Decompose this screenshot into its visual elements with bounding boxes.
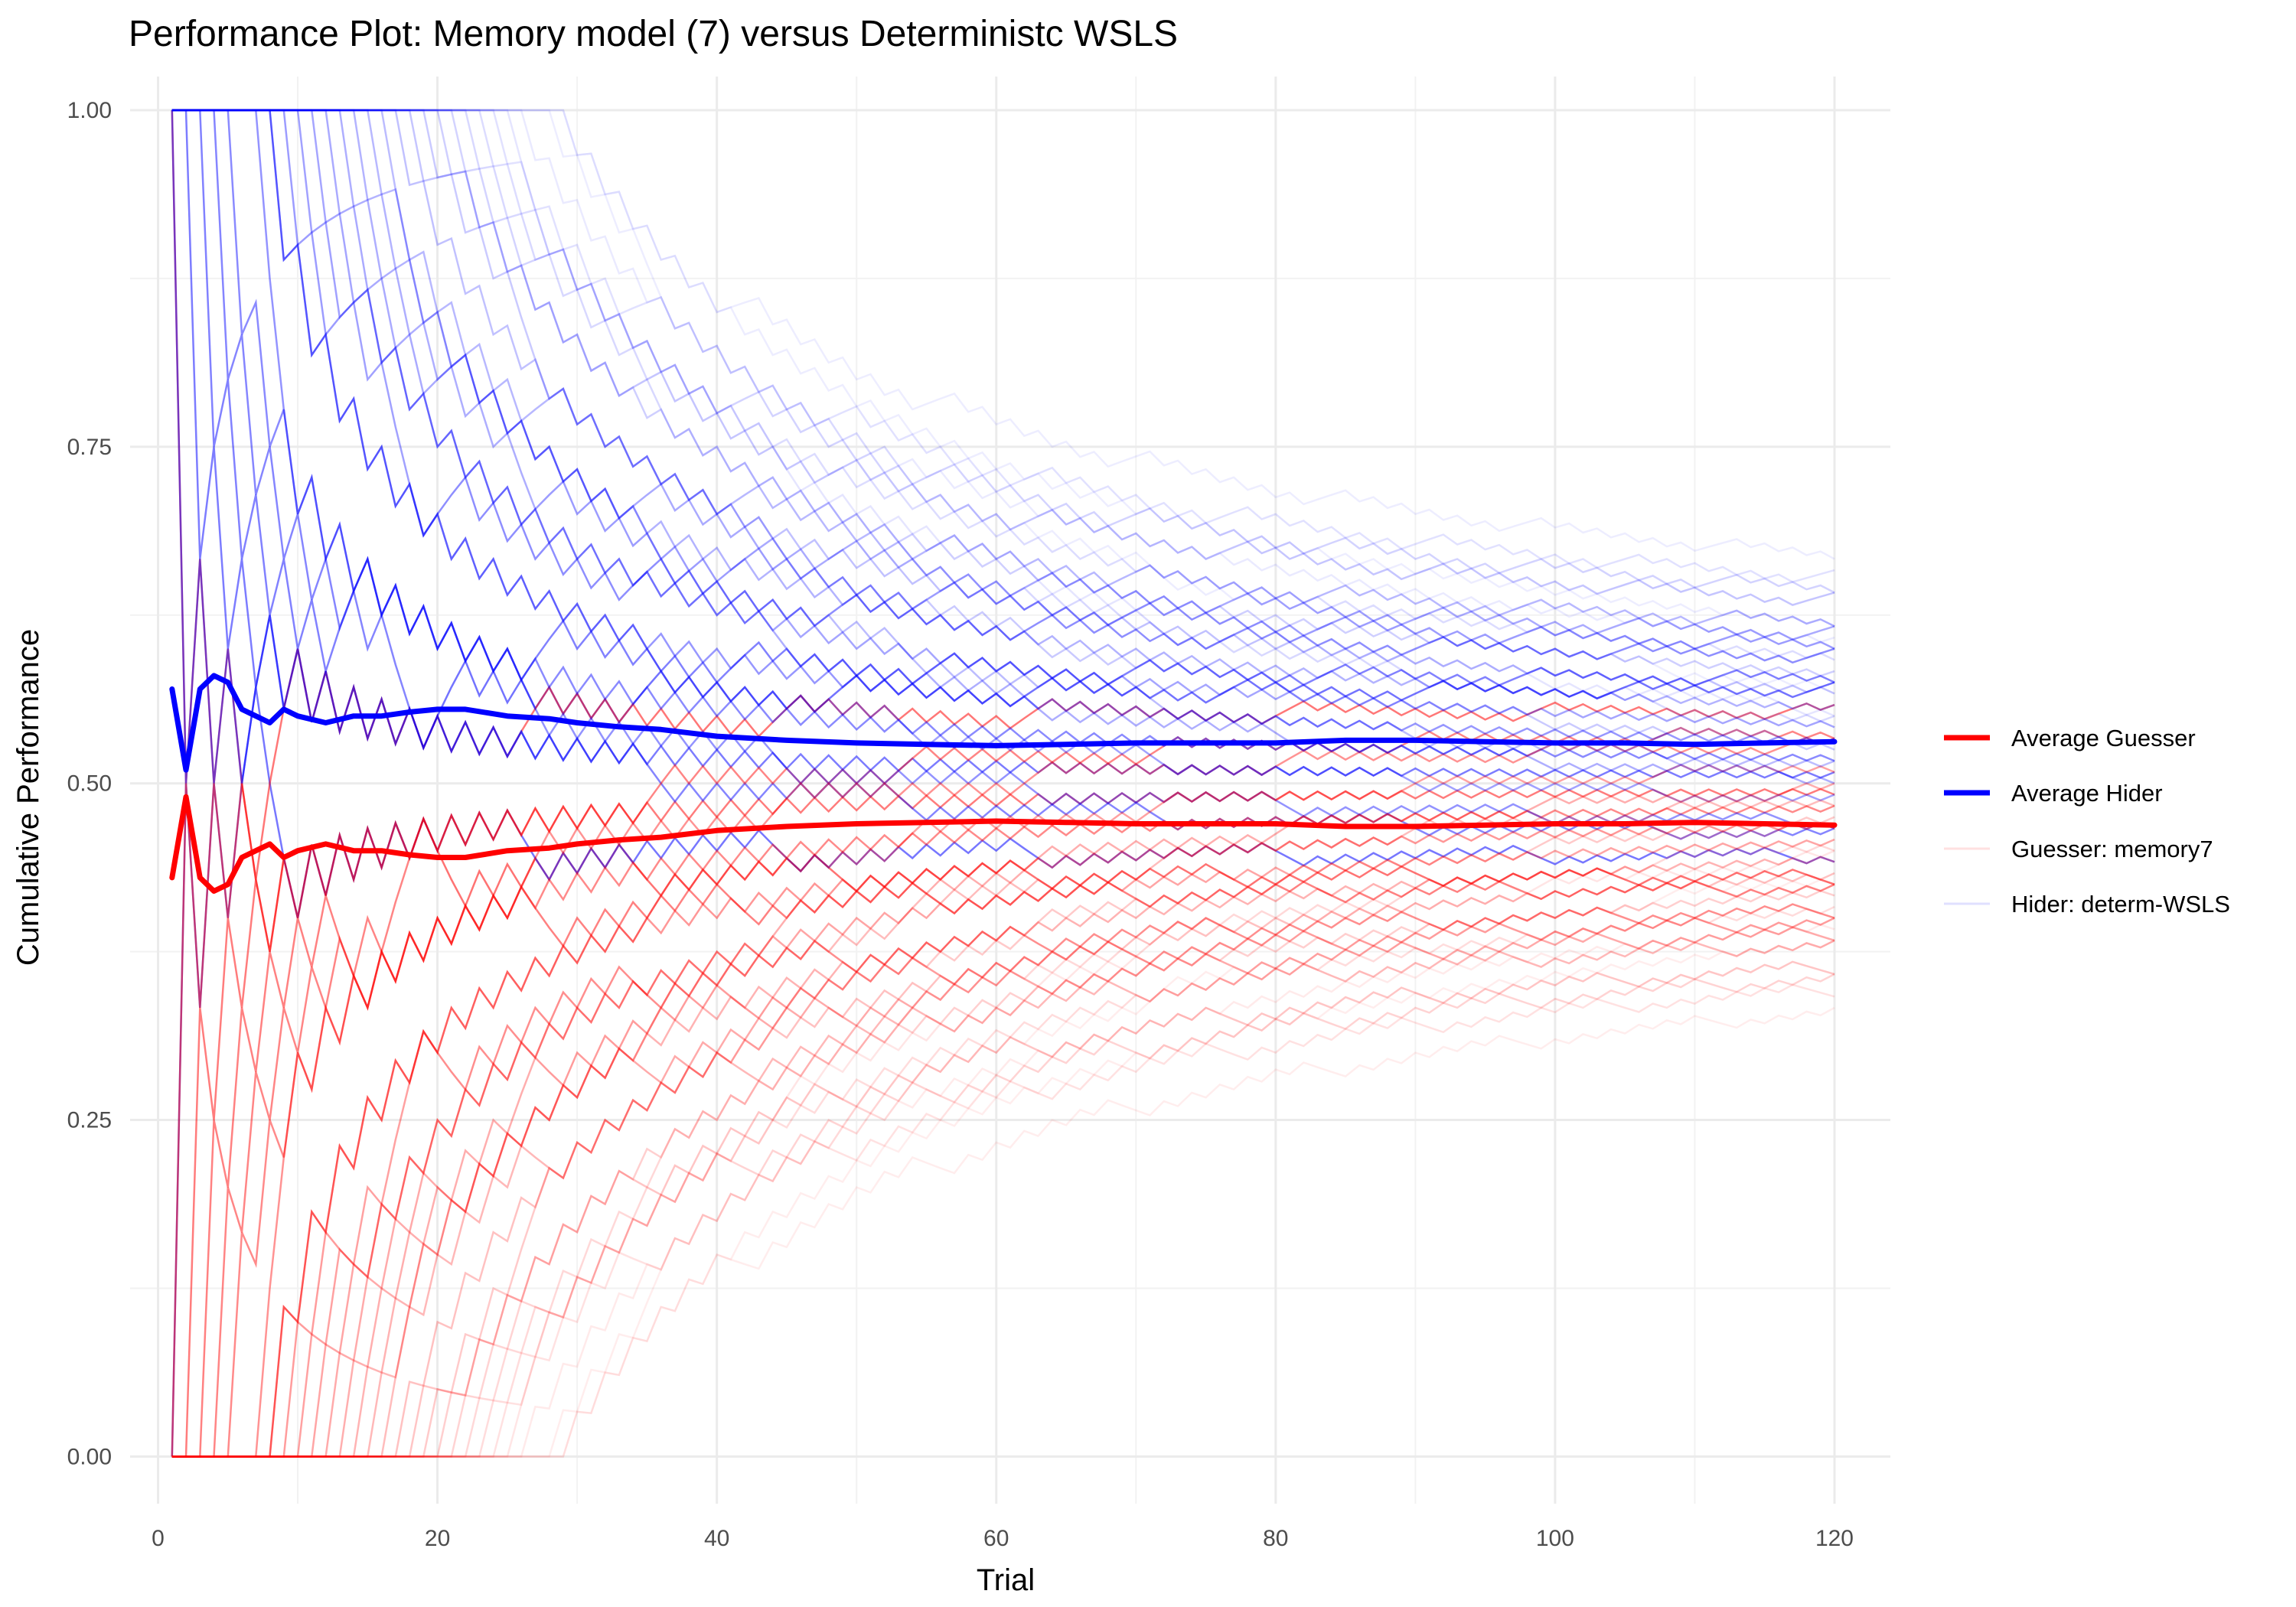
hider-run-line [171,109,1835,661]
guesser-run-line [171,917,1835,1458]
guesser-run-line [171,905,1835,1458]
x-tick-label: 60 [983,1526,1009,1551]
y-tick-label: 0.50 [67,771,112,797]
average-hider-line [169,673,1838,773]
guesser-run-line [171,926,1835,1458]
guesser-run-line [171,939,1835,1458]
guesser-run-line [171,838,1835,1458]
y-tick-label: 0.25 [67,1108,112,1133]
chart-title: Performance Plot: Memory model (7) versu… [129,14,1178,54]
x-tick-label: 80 [1263,1526,1288,1551]
hider-run-line [171,109,1835,627]
guesser-run-line [171,782,1835,1458]
individual-runs [171,109,1835,1458]
hider-run-line [171,109,1835,762]
hider-run-line [171,109,1835,687]
hider-run-line [171,109,1835,664]
average-guesser-line [169,794,1838,894]
x-axis-ticks: 0 20 40 60 80 100 120 [152,1526,1854,1551]
hider-run-line [171,109,1835,729]
hider-run-line [171,109,1835,695]
x-axis-title: Trial [977,1563,1035,1597]
hider-run-line [171,109,1835,751]
guesser-run-line [171,889,1835,1458]
x-tick-label: 20 [425,1526,450,1551]
hider-run-line [171,109,1835,677]
legend-label: Average Hider [2011,780,2163,807]
hider-run-line [171,614,1835,1457]
guesser-run-line [171,960,1835,1458]
hider-run-line [171,109,1835,560]
guesser-run-line [171,844,1835,1458]
legend-label: Average Guesser [2011,725,2196,751]
guesser-run-line [171,1006,1835,1458]
hider-run-line [171,109,1835,641]
grid [130,77,1890,1504]
hider-run-line [171,109,1835,689]
y-tick-label: 0.00 [67,1444,112,1469]
y-axis-title: Cumulative Performance [11,629,45,966]
x-tick-label: 40 [704,1526,729,1551]
guesser-run-line [171,849,1835,1458]
guesser-run-line [171,816,1835,1458]
hider-run-line [171,109,1835,606]
legend-label: Hider: determ-WSLS [2011,891,2230,918]
guesser-run-line [171,872,1835,1458]
hider-run-line [171,109,1835,594]
x-tick-label: 100 [1536,1526,1574,1551]
guesser-run-line [171,924,1835,1458]
hider-run-line [171,109,1835,583]
hider-run-line [171,109,1835,779]
hider-run-line [171,109,1835,644]
hider-run-line [171,109,1835,627]
guesser-run-line [171,939,1835,1458]
average-lines [169,673,1838,894]
hider-run-line [171,109,1835,745]
legend-label: Guesser: memory7 [2011,836,2213,862]
hider-run-line [171,109,1835,717]
x-tick-label: 120 [1815,1526,1854,1551]
guesser-run-line [171,822,1835,1458]
hider-run-line [171,109,1835,650]
x-tick-label: 0 [152,1526,165,1551]
guesser-run-line [171,109,1835,952]
guesser-run-line [171,983,1835,1458]
guesser-run-line [171,787,1835,1458]
hider-run-line [171,109,1835,785]
legend: Average Guesser Average Hider Guesser: mem… [1944,725,2230,918]
guesser-run-line [171,878,1835,1458]
guesser-run-line [171,880,1835,1458]
hider-run-line [171,109,1835,722]
y-axis-ticks: 0.00 0.25 0.50 0.75 1.00 [67,98,112,1469]
guesser-run-line [171,804,1835,1458]
y-tick-label: 0.75 [67,435,112,460]
hider-run-line [171,109,1835,711]
guesser-run-line [171,856,1835,1458]
guesser-run-line [171,903,1835,1458]
y-tick-label: 1.00 [67,98,112,123]
guesser-run-line [171,973,1835,1458]
